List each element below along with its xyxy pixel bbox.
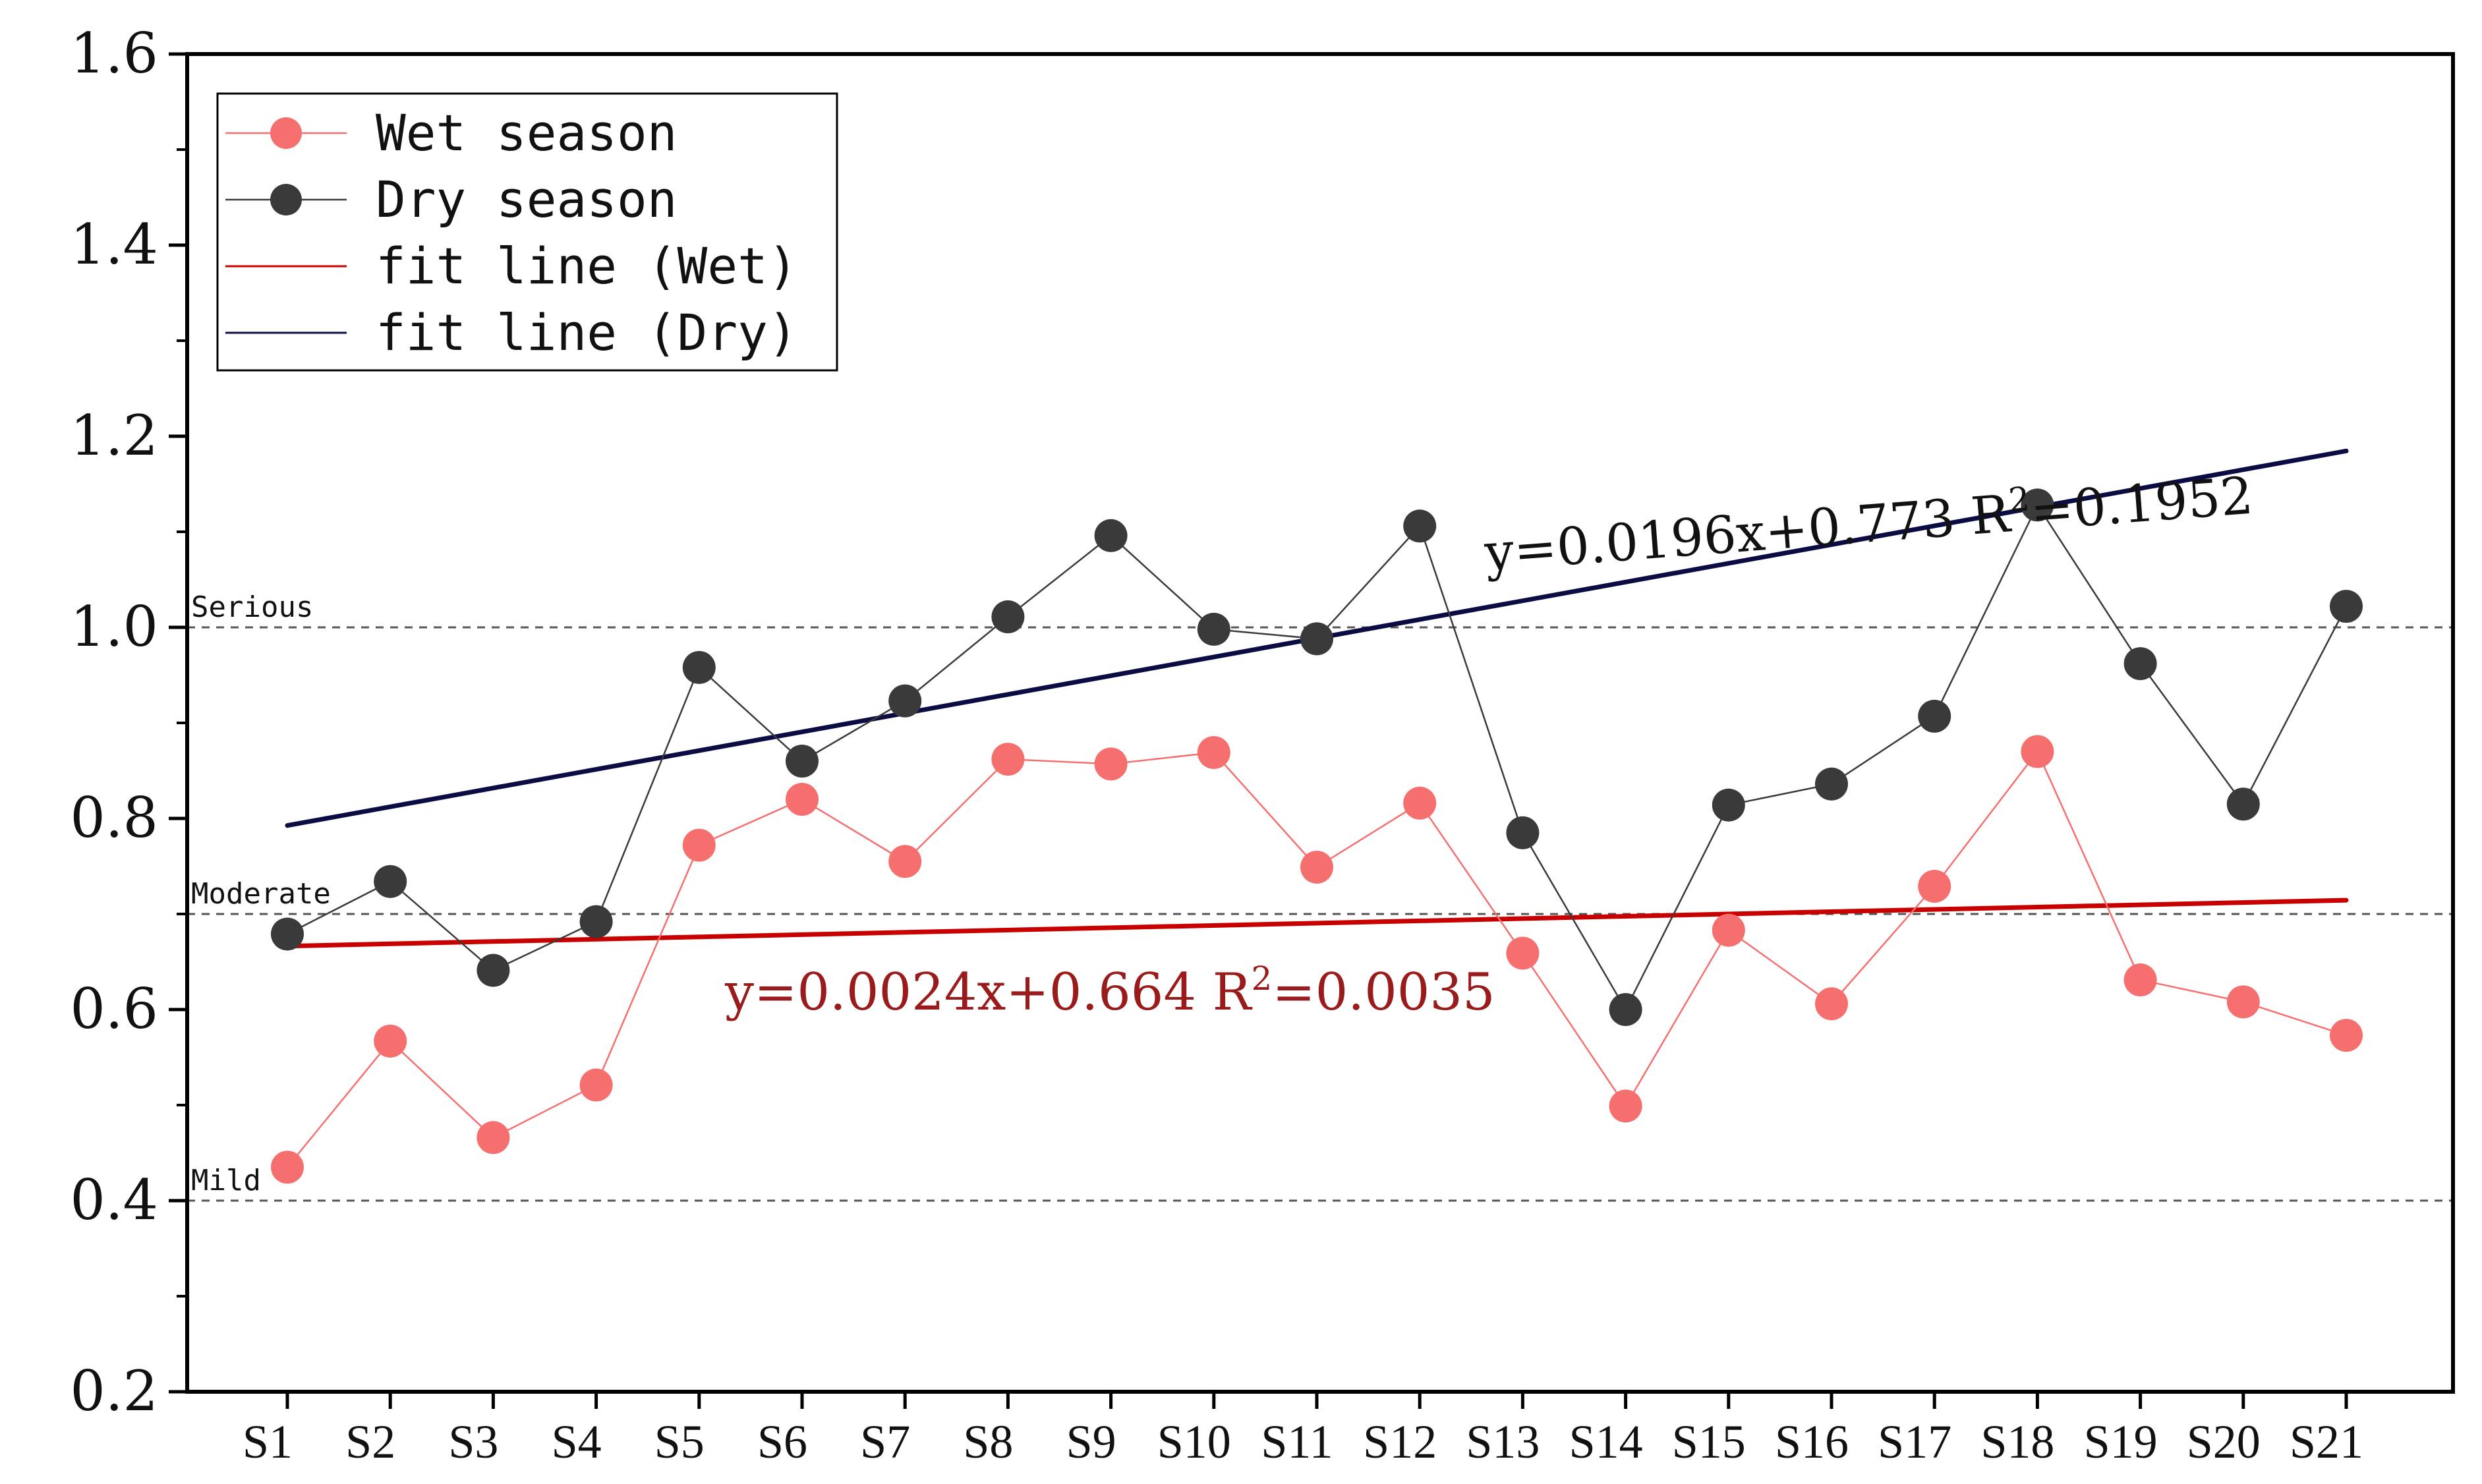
x-tick-label-s9: S9 xyxy=(1066,1415,1116,1468)
legend: Wet season Dry season fit line (Wet) fit li… xyxy=(216,92,838,372)
point-wet-s19 xyxy=(2123,963,2157,997)
point-wet-s18 xyxy=(2021,735,2054,768)
x-tick-label-s14: S14 xyxy=(1569,1415,1643,1468)
y-tick-label: 0.2 xyxy=(70,1359,158,1423)
point-dry-s19 xyxy=(2123,647,2157,681)
legend-label-2: fit line (Wet) xyxy=(376,237,798,295)
x-tick-label-s2: S2 xyxy=(345,1415,395,1468)
x-tick-label-s1: S1 xyxy=(243,1415,293,1468)
point-wet-s2 xyxy=(374,1024,407,1058)
legend-label-3: fit line (Dry) xyxy=(376,303,798,362)
x-tick-label-s11: S11 xyxy=(1261,1415,1333,1468)
point-wet-s14 xyxy=(1609,1089,1642,1123)
legend-marker-1 xyxy=(270,184,302,215)
legend-label-0: Wet season xyxy=(376,103,678,162)
point-wet-s11 xyxy=(1300,850,1333,884)
fit-equation-wet: y=0.0024x+0.664 R2=0.0035 xyxy=(724,959,1495,1022)
reference-label-mild: Mild xyxy=(191,1164,261,1197)
x-tick-label-s4: S4 xyxy=(552,1415,602,1468)
point-wet-s1 xyxy=(271,1151,304,1184)
point-dry-s16 xyxy=(1815,767,1848,801)
point-dry-s1 xyxy=(271,917,304,951)
point-wet-s21 xyxy=(2330,1019,2363,1052)
point-dry-s5 xyxy=(682,650,716,684)
reference-lines: Serious Moderate Mild xyxy=(187,590,2453,1202)
x-tick-label-s17: S17 xyxy=(1878,1415,1951,1468)
point-wet-s20 xyxy=(2226,985,2260,1019)
point-dry-s4 xyxy=(579,905,613,938)
point-dry-s18 xyxy=(2021,488,2054,522)
point-dry-s11 xyxy=(1300,622,1333,656)
point-wet-s6 xyxy=(786,783,819,816)
axes: 0.2 0.4 0.6 0.8 1.0 1.2 1.4 1.6 S1 S2 S3 S4 S5 S6 S7 S8… xyxy=(70,21,2455,1468)
x-tick-label-s15: S15 xyxy=(1672,1415,1746,1468)
point-wet-s4 xyxy=(579,1068,613,1102)
x-tick-label-s6: S6 xyxy=(757,1415,807,1468)
reference-label-moderate: Moderate xyxy=(191,877,331,911)
x-tick-label-s16: S16 xyxy=(1775,1415,1849,1468)
fit-line-wet xyxy=(285,898,2349,949)
point-wet-s8 xyxy=(991,743,1025,776)
x-tick-label-s13: S13 xyxy=(1466,1415,1540,1468)
point-dry-s8 xyxy=(991,600,1025,634)
x-tick-label-s12: S12 xyxy=(1363,1415,1437,1468)
point-wet-s3 xyxy=(476,1121,510,1155)
point-wet-s9 xyxy=(1094,747,1128,781)
y-tick-label: 0.8 xyxy=(70,785,158,850)
y-tick-label: 1.6 xyxy=(70,21,158,86)
point-wet-s5 xyxy=(682,828,716,862)
reference-label-serious: Serious xyxy=(191,590,313,624)
x-tick-label-s21: S21 xyxy=(2290,1415,2363,1468)
x-tick-label-s20: S20 xyxy=(2187,1415,2261,1468)
point-dry-s6 xyxy=(786,745,819,778)
point-dry-s17 xyxy=(1918,699,1951,733)
fit-equation-dry: y=0.0196x+0.773 R2=0.1952 xyxy=(1482,463,2255,583)
point-wet-s10 xyxy=(1197,735,1230,769)
x-tick-label-s18: S18 xyxy=(1980,1415,2054,1468)
y-tick-label: 1.4 xyxy=(70,212,158,277)
point-dry-s12 xyxy=(1403,509,1437,543)
point-dry-s20 xyxy=(2226,787,2260,821)
point-dry-s10 xyxy=(1197,612,1230,646)
point-dry-s3 xyxy=(476,954,510,987)
legend-label-1: Dry season xyxy=(376,170,678,229)
point-dry-s7 xyxy=(888,684,922,718)
point-wet-s17 xyxy=(1918,869,1951,903)
point-dry-s2 xyxy=(374,865,407,898)
point-dry-s15 xyxy=(1712,788,1745,822)
y-tick-label: 1.2 xyxy=(70,403,158,468)
data-series xyxy=(271,488,2363,1184)
point-dry-s13 xyxy=(1506,816,1540,849)
x-tick-label-s8: S8 xyxy=(963,1415,1013,1468)
point-wet-s15 xyxy=(1712,913,1745,947)
y-tick-label: 0.4 xyxy=(70,1168,158,1232)
y-tick-label: 0.6 xyxy=(70,977,158,1041)
x-tick-label-s19: S19 xyxy=(2084,1415,2158,1468)
point-wet-s7 xyxy=(888,845,922,878)
point-wet-s13 xyxy=(1506,936,1540,970)
x-tick-label-s5: S5 xyxy=(654,1415,705,1468)
point-wet-s12 xyxy=(1403,786,1437,820)
y-tick-label: 1.0 xyxy=(70,594,158,659)
point-dry-s9 xyxy=(1094,519,1128,552)
point-dry-s14 xyxy=(1609,993,1642,1026)
x-tick-label-s10: S10 xyxy=(1157,1415,1231,1468)
x-tick-label-s7: S7 xyxy=(860,1415,910,1468)
legend-box xyxy=(216,92,838,372)
point-dry-s21 xyxy=(2330,590,2363,623)
point-wet-s16 xyxy=(1815,987,1848,1021)
x-tick-label-s3: S3 xyxy=(448,1415,498,1468)
legend-marker-0 xyxy=(270,117,302,149)
series-line-wet xyxy=(287,750,2347,1168)
